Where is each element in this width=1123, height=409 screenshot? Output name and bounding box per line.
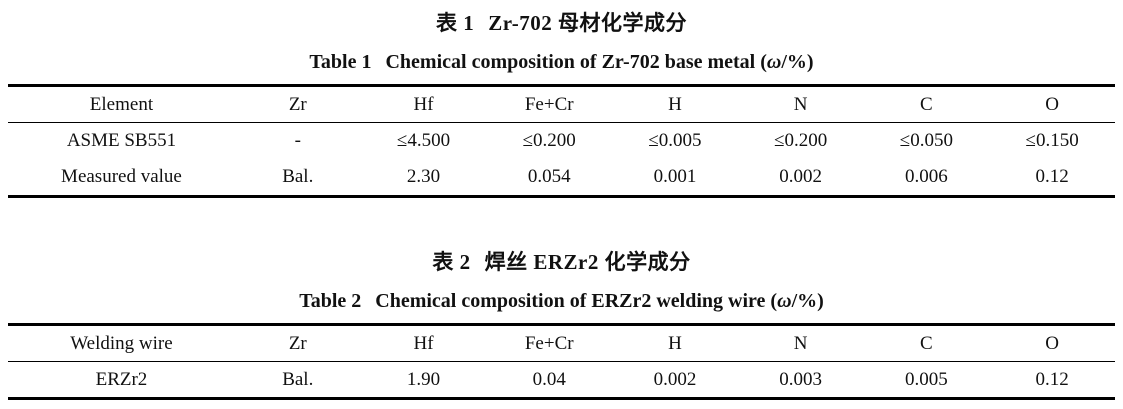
- cell-value: 0.003: [779, 368, 823, 390]
- cell-value: -: [294, 130, 301, 152]
- table2-title-en-label: Table 2: [299, 290, 362, 312]
- column-header-hf: Hf: [413, 93, 434, 115]
- column-header-c: C: [920, 332, 933, 354]
- row-label: Measured value: [61, 166, 182, 188]
- cell-value: 0.001: [653, 166, 697, 188]
- cell-value: 0.12: [1035, 166, 1069, 188]
- column-header-hf: Hf: [413, 332, 434, 354]
- table1-header-row: Element Zr Hf Fe+Cr H N C O: [8, 86, 1115, 123]
- table1-row-asme: ASME SB551 - ≤4.500 ≤0.200 ≤0.005 ≤0.200…: [8, 123, 1115, 160]
- column-header-fecr: Fe+Cr: [524, 332, 574, 354]
- cell-value: 0.002: [653, 368, 697, 390]
- table2-row-erzr2: ERZr2 Bal. 1.90 0.04 0.002 0.003 0.005 0…: [8, 362, 1115, 399]
- column-header-c: C: [920, 93, 933, 115]
- cell-value: 1.90: [406, 368, 441, 390]
- table2-title-en-suffix: /%): [791, 290, 824, 312]
- column-header-fecr: Fe+Cr: [524, 93, 574, 115]
- row-label: ASME SB551: [66, 130, 177, 152]
- cell-value: Bal.: [282, 166, 314, 188]
- column-header-h: H: [668, 93, 682, 115]
- cell-value: 0.006: [905, 166, 948, 188]
- column-header-welding-wire: Welding wire: [70, 332, 173, 354]
- cell-value: ≤0.005: [648, 130, 702, 152]
- column-header-zr: Zr: [288, 332, 307, 354]
- table1-title-en-text: Chemical composition of Zr-702 base meta…: [385, 51, 767, 73]
- column-header-h: H: [668, 332, 682, 354]
- table1-title-zh: 表 1 Zr-702 母材化学成分: [0, 9, 1123, 37]
- cell-value: 2.30: [406, 166, 441, 188]
- column-header-o: O: [1045, 93, 1059, 115]
- table1-title-en: Table 1 Chemical composition of Zr-702 ba…: [0, 49, 1123, 75]
- cell-value: Bal.: [282, 368, 314, 390]
- table1-row-measured: Measured value Bal. 2.30 0.054 0.001 0.0…: [8, 160, 1115, 197]
- column-header-element: Element: [89, 93, 154, 115]
- table2: Welding wire Zr Hf Fe+Cr H N C O ERZr2 B…: [8, 323, 1115, 400]
- column-header-o: O: [1045, 332, 1059, 354]
- table1: Element Zr Hf Fe+Cr H N C O ASME SB551 -…: [8, 84, 1115, 198]
- table2-title-zh: 表 2 焊丝 ERZr2 化学成分: [0, 248, 1123, 276]
- row-label: ERZr2: [95, 368, 148, 390]
- cell-value: ≤0.150: [1025, 130, 1079, 152]
- table1-title-en-label: Table 1: [309, 51, 372, 73]
- table1-title-zh-text: Zr-702 母材化学成分: [488, 11, 688, 35]
- omega-symbol: ω: [766, 51, 782, 73]
- column-header-n: N: [793, 332, 808, 354]
- cell-value: ≤0.050: [899, 130, 953, 152]
- table2-title-en: Table 2 Chemical composition of ERZr2 wel…: [0, 288, 1123, 314]
- cell-value: 0.002: [779, 166, 823, 188]
- cell-value: 0.04: [532, 368, 566, 390]
- cell-value: ≤4.500: [396, 130, 451, 152]
- cell-value: ≤0.200: [522, 130, 576, 152]
- cell-value: ≤0.200: [774, 130, 828, 152]
- table2-title-zh-text: 焊丝 ERZr2 化学成分: [484, 250, 691, 274]
- cell-value: 0.12: [1035, 368, 1069, 390]
- table1-title-en-suffix: /%): [781, 51, 814, 73]
- table2-header-row: Welding wire Zr Hf Fe+Cr H N C O: [8, 325, 1115, 362]
- table2-title-zh-label: 表 2: [432, 250, 471, 274]
- cell-value: 0.054: [527, 166, 571, 188]
- column-header-zr: Zr: [288, 93, 307, 115]
- table2-title-en-text: Chemical composition of ERZr2 welding wi…: [375, 290, 778, 312]
- table1-title-zh-label: 表 1: [435, 11, 475, 35]
- column-header-n: N: [793, 93, 808, 115]
- cell-value: 0.005: [905, 368, 948, 390]
- table2-section: 表 2 焊丝 ERZr2 化学成分 Table 2 Chemical composi…: [0, 198, 1123, 400]
- table1-section: 表 1 Zr-702 母材化学成分 Table 1 Chemical composi…: [0, 0, 1123, 198]
- omega-symbol: ω: [777, 290, 792, 312]
